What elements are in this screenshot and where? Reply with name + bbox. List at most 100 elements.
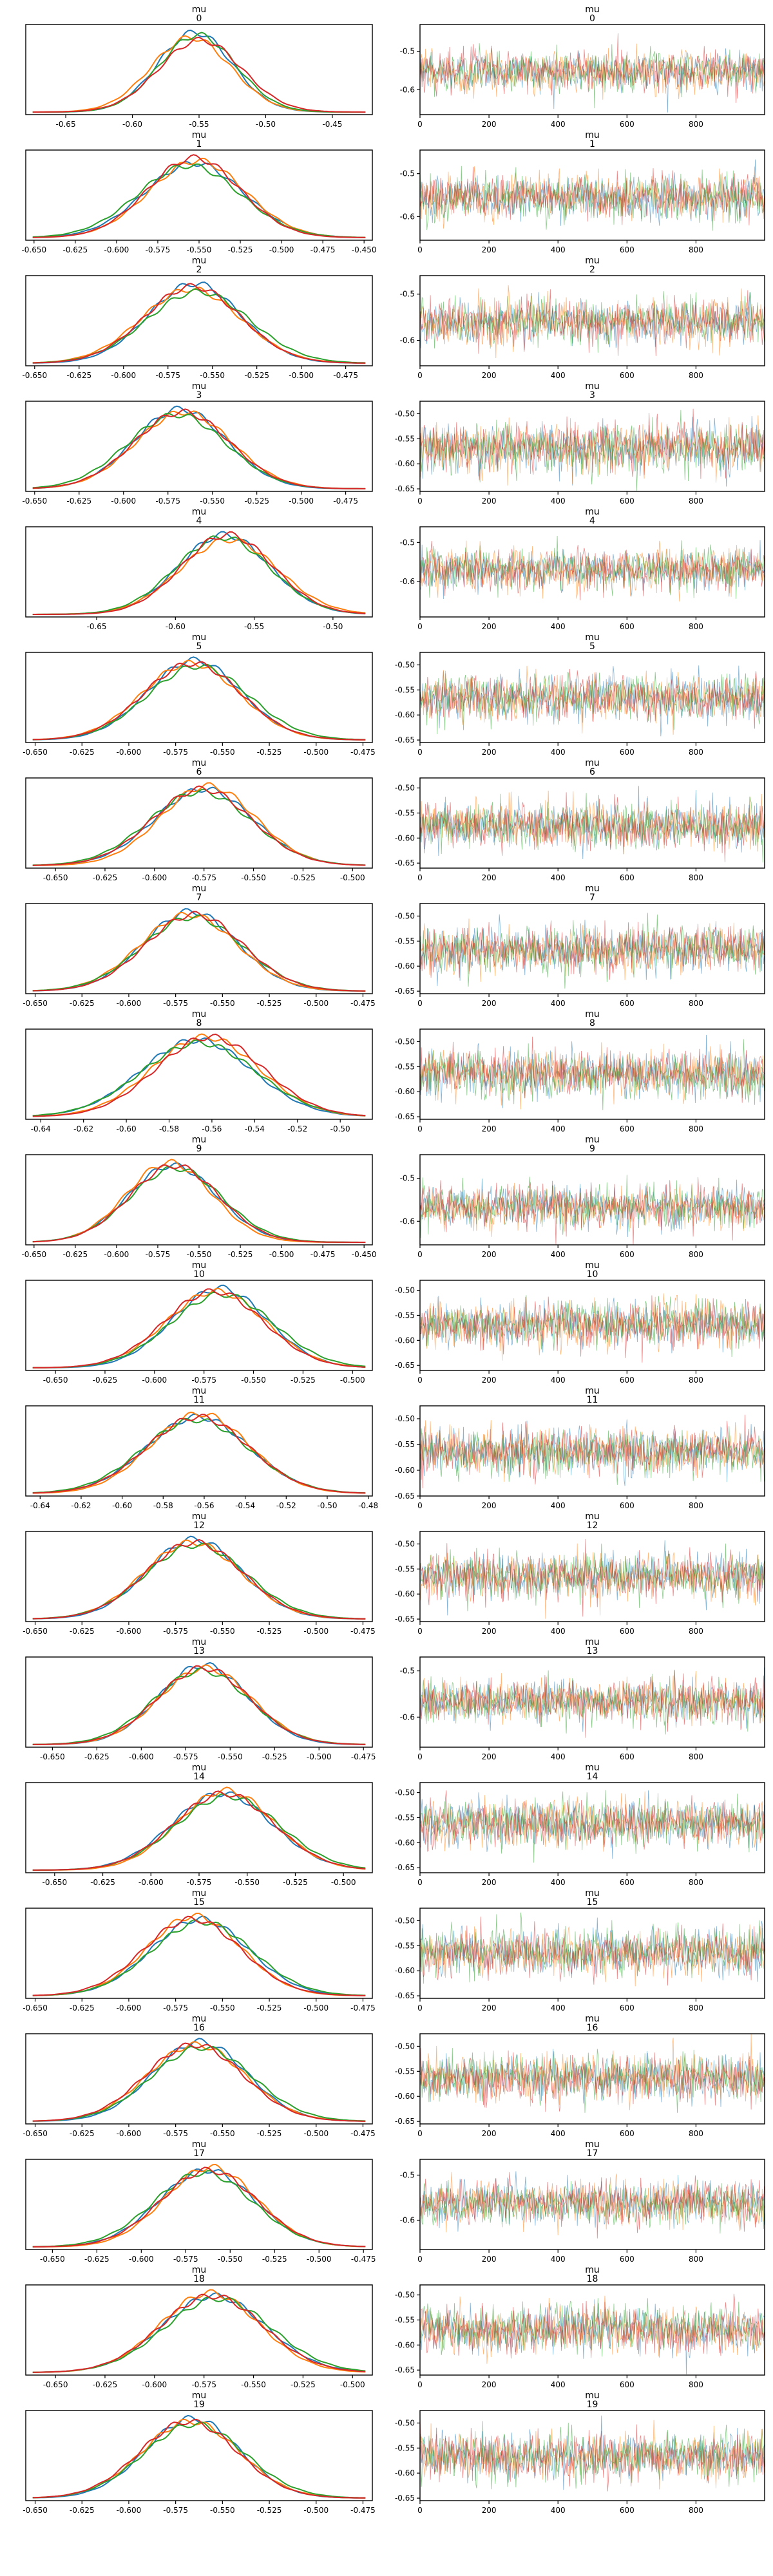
kde-title-var: mu (192, 130, 207, 140)
trace-xtick-label: 0 (417, 245, 423, 254)
trace-chain-2-line (420, 672, 765, 735)
trace-chain-2-line (420, 2421, 765, 2490)
trace-xtick-label: 800 (689, 2129, 703, 2138)
kde-xtick-label: -0.550 (187, 1250, 212, 1259)
trace-chain-2-line (420, 1175, 765, 1238)
trace-ytick-label: -0.60 (395, 2340, 415, 2349)
trace-title-index: 12 (587, 1520, 598, 1531)
trace-chain-3-line (420, 2416, 765, 2492)
kde-chain-0-line (32, 160, 366, 238)
kde-xtick-label: -0.50 (330, 1124, 350, 1133)
kde-title-index: 5 (196, 641, 202, 652)
trace-xtick-label: 200 (482, 1752, 497, 1761)
kde-xtick-label: -0.56 (202, 1124, 222, 1133)
kde-xtick-label: -0.650 (40, 1752, 65, 1761)
kde-title-var: mu (192, 1260, 207, 1271)
kde-xtick-label: -0.650 (21, 245, 46, 254)
kde-xtick-label: -0.600 (117, 2506, 142, 2515)
trace-plot-1: mu1 -0.5 -0.6 0 200 400 600 800 (400, 130, 765, 254)
kde-xtick-label: -0.52 (276, 1501, 296, 1510)
kde-xtick-label: -0.65 (56, 120, 76, 129)
kde-chain-0-line (32, 1662, 366, 1745)
kde-xtick-label: -0.500 (303, 2003, 329, 2012)
trace-ytick-label: -0.6 (400, 1712, 415, 1721)
kde-xtick-label: -0.525 (228, 245, 253, 254)
kde-axes-frame (25, 1908, 373, 1999)
trace-xtick-label: 200 (482, 1376, 497, 1385)
trace-chain-2-line (420, 1790, 765, 1863)
trace-ytick-label: -0.50 (395, 784, 415, 793)
panel-row-8: mu8-0.64 -0.62 -0.60 -0.58 -0.56 -0.54 -0.52 -0… (25, 1009, 765, 1133)
panel-row-3: mu3-0.650 -0.625 -0.600 -0.575 -0.550 -0.525-… (22, 381, 765, 506)
trace-ytick-label: -0.65 (395, 1112, 415, 1121)
trace-lines (420, 913, 765, 989)
trace-ytick-label: -0.60 (395, 459, 415, 468)
kde-plot-1: mu1 -0.650 -0.625 -0.600 -0.575 -0.550 -0.525 -… (21, 130, 376, 254)
trace-title-var: mu (585, 2391, 600, 2401)
panel-row-1: mu1-0.650 -0.625 -0.600 -0.575 -0.550 -0.525-… (21, 130, 765, 254)
kde-title-var: mu (192, 256, 207, 266)
trace-ytick-label: -0.5 (400, 47, 415, 56)
trace-lines (420, 285, 765, 359)
trace-axes-frame (419, 24, 765, 115)
trace-ytick-label: -0.60 (395, 1966, 415, 1975)
kde-xtick-label: -0.600 (117, 1627, 142, 1636)
kde-title-index: 15 (193, 1897, 205, 1908)
kde-chain-2-line (32, 1039, 366, 1117)
kde-xtick-label: -0.575 (155, 371, 180, 380)
kde-chain-3-line (32, 1915, 366, 1996)
kde-xtick-label: -0.625 (70, 2506, 95, 2515)
kde-xtick-label: -0.600 (117, 2129, 142, 2138)
trace-axes-frame (419, 652, 765, 743)
trace-ytick-label: -0.55 (395, 1564, 415, 1573)
kde-chain-3-line (32, 2166, 366, 2248)
trace-xtick-label: 200 (482, 2129, 497, 2138)
kde-xtick-label: -0.625 (84, 2255, 110, 2264)
kde-xtick-label: -0.525 (257, 2003, 282, 2012)
trace-xtick-label: 200 (482, 1124, 497, 1133)
kde-xtick-label: -0.650 (43, 873, 68, 882)
trace-ytick-label: -0.50 (395, 2291, 415, 2300)
kde-xtick-label: -0.600 (138, 1878, 164, 1887)
trace-ytick-label: -0.60 (395, 961, 415, 971)
trace-xtick-label: 600 (620, 2129, 635, 2138)
kde-title-index: 14 (193, 1772, 205, 1782)
kde-xtick-label: -0.58 (159, 1124, 179, 1133)
trace-ytick-label: -0.50 (395, 1286, 415, 1295)
trace-xtick-label: 200 (482, 2506, 497, 2515)
trace-title-var: mu (585, 758, 600, 768)
kde-chain-2-line (32, 914, 366, 992)
trace-axes-frame (419, 2033, 765, 2125)
trace-ytick-label: -0.60 (395, 1589, 415, 1598)
kde-xtick-label: -0.500 (303, 2129, 329, 2138)
kde-title-var: mu (192, 2014, 207, 2024)
trace-chain-3-line (420, 1539, 765, 1617)
trace-xtick-label: 400 (551, 2380, 566, 2389)
kde-chain-3-line (32, 2418, 366, 2499)
trace-title-var: mu (585, 130, 600, 140)
trace-xtick-label: 800 (689, 873, 703, 882)
kde-title-index: 7 (196, 893, 202, 903)
kde-title-index: 0 (196, 14, 202, 24)
trace-title-var: mu (585, 1009, 600, 1019)
kde-xtick-label: -0.625 (93, 1376, 118, 1385)
kde-xtick-label: -0.500 (307, 2255, 332, 2264)
kde-title-index: 6 (196, 767, 202, 777)
kde-xtick-label: -0.525 (291, 1376, 316, 1385)
trace-xtick-label: 400 (551, 1501, 566, 1510)
trace-plot-6: mu6 -0.50 -0.55 -0.60 -0.650 200 400 600 800 (395, 758, 765, 882)
trace-ytick-label: -0.50 (395, 2041, 415, 2050)
kde-axes-frame (25, 1280, 373, 1371)
kde-xtick-label: -0.575 (173, 1752, 198, 1761)
kde-xtick-label: -0.500 (303, 1627, 329, 1636)
kde-chain-1-line (32, 1411, 366, 1494)
kde-xtick-label: -0.650 (43, 1376, 68, 1385)
kde-xtick-label: -0.600 (117, 999, 142, 1008)
trace-lines (420, 159, 765, 231)
trace-ytick-label: -0.65 (395, 735, 415, 744)
kde-xtick-label: -0.54 (235, 1501, 255, 1510)
